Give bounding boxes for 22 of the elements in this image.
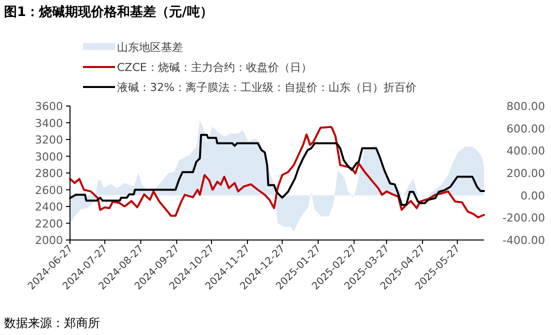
y-tick-label: 2800 <box>35 167 63 180</box>
y2-tick-label: 0.00 <box>520 189 545 202</box>
y2-tick-label: 800.00 <box>506 100 545 113</box>
legend-label: 山东地区基差 <box>117 41 183 54</box>
y-tick-label: 2000 <box>35 234 63 247</box>
y2-tick-label: 200.00 <box>506 167 545 180</box>
legend-label: 液碱：32%：离子膜法：工业级：自提价：山东（日）折百价 <box>117 81 416 94</box>
y2-tick-label: -200.00 <box>502 212 545 225</box>
source-note: 数据来源：郑商所 <box>4 316 100 330</box>
y-tick-label: 3400 <box>35 116 63 130</box>
y-tick-label: 3200 <box>35 134 63 146</box>
y-tick-label: 2400 <box>35 200 63 214</box>
y-tick-label: 2600 <box>35 184 63 197</box>
y2-tick-label: -400.00 <box>502 234 545 247</box>
y-tick-label: 2200 <box>35 217 63 230</box>
y2-tick-label: 600.00 <box>506 122 545 136</box>
chart-title: 图1：烧碱期现价格和基差（元/吨） <box>4 4 213 20</box>
line-series <box>69 126 485 218</box>
y-tick-label: 3000 <box>35 150 63 164</box>
y-tick-label: 3600 <box>35 100 63 113</box>
y2-tick-label: 400.00 <box>506 144 545 158</box>
legend-label: CZCE：烧碱：主力合约：收盘价（日） <box>117 61 312 74</box>
